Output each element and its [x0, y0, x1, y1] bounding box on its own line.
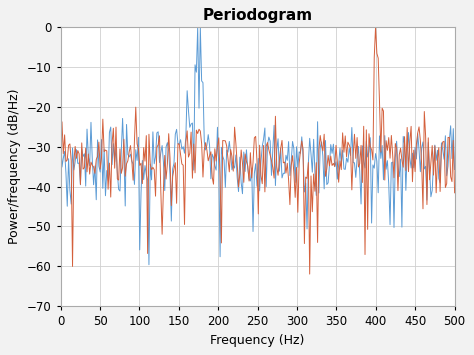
Y-axis label: Power/frequency (dB/Hz): Power/frequency (dB/Hz): [9, 89, 21, 245]
Title: Periodogram: Periodogram: [202, 8, 313, 23]
X-axis label: Frequency (Hz): Frequency (Hz): [210, 334, 305, 347]
